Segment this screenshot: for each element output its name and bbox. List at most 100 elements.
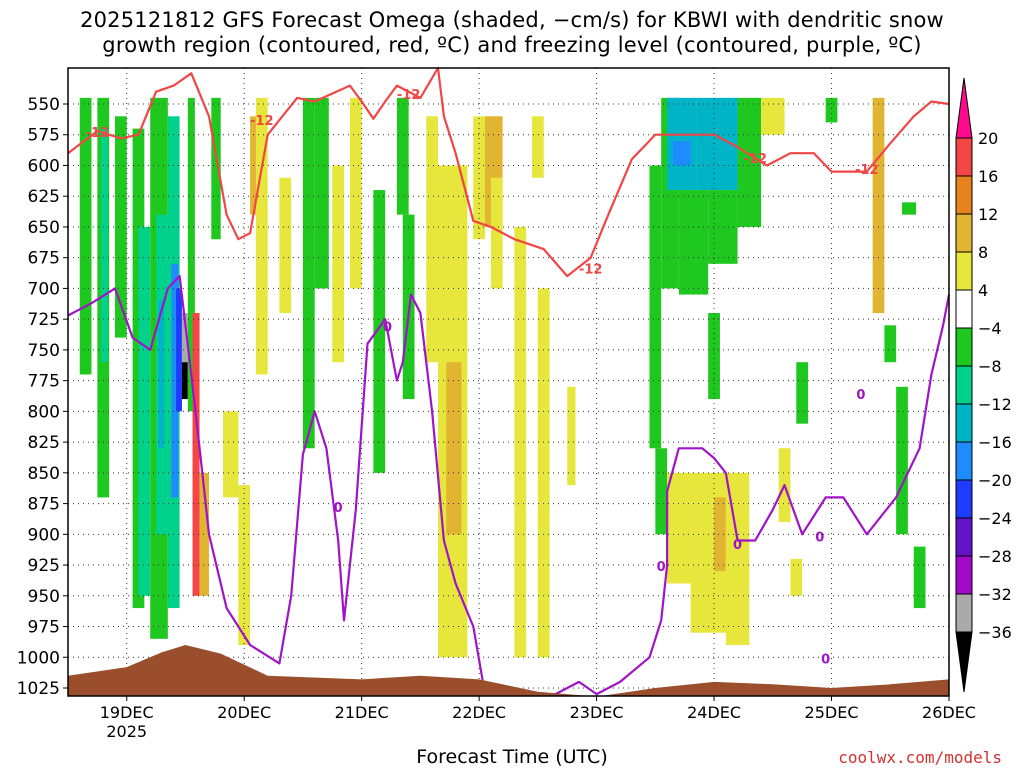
grid-layer	[68, 68, 949, 696]
axis-layer: 550 575 600 625 650 675 700 725 750 775 800 825 850 8…	[17, 67, 976, 741]
chart-title-line-2: growth region (contoured, red, ºC) and f…	[102, 33, 922, 57]
omega-cell	[473, 116, 486, 240]
omega-cell	[567, 386, 576, 486]
omega-cell	[373, 288, 386, 473]
colorbar-segment	[955, 631, 973, 693]
colorbar-label: 20	[978, 129, 998, 148]
colorbar-segment	[955, 327, 973, 367]
colorbar-label: −8	[978, 357, 1002, 376]
omega-cell	[514, 226, 527, 658]
omega-cell	[349, 97, 362, 289]
y-tick-label: 600	[28, 156, 60, 176]
omega-cell	[790, 558, 803, 596]
contour-layer: -12 -12 -12 -12 -12 -12 0 0 0 0 0 0 0	[67, 66, 951, 696]
x-tick-label: 26DEC	[922, 703, 976, 722]
omega-cell	[302, 97, 315, 449]
omega-cell	[896, 386, 908, 535]
omega-cell	[373, 190, 386, 289]
contour-label: 0	[856, 388, 865, 403]
omega-cell	[446, 362, 462, 535]
omega-cell	[279, 177, 292, 314]
omega-cell	[114, 116, 127, 338]
colorbar-label: −4	[978, 319, 1002, 338]
omega-cell	[187, 97, 195, 412]
omega-cell	[796, 362, 809, 424]
omega-cell	[158, 300, 165, 449]
colorbar-label: 16	[978, 167, 998, 186]
colorbar-segment	[955, 251, 973, 291]
y-tick-label: 1000	[17, 648, 60, 668]
colorbar-label: −36	[978, 623, 1012, 642]
omega-cell	[223, 411, 239, 498]
y-tick-label: 925	[28, 556, 60, 576]
y-tick-label: 975	[28, 618, 60, 638]
contour-label: -12	[855, 163, 879, 178]
colorbar-label: −24	[978, 509, 1012, 528]
colorbar-segment	[955, 213, 973, 253]
colorbar: 20 16 12 8 4 −4 −8 −12 −16 −20 −24 −28 −32 −36	[955, 77, 1012, 693]
colorbar-segment	[955, 77, 973, 139]
omega-cell	[211, 97, 221, 240]
omega-cell	[314, 97, 329, 289]
omega-cell	[199, 472, 209, 596]
terrain-layer	[68, 645, 949, 697]
omega-cell	[138, 226, 151, 596]
omega-cell	[255, 97, 268, 375]
x-tick-label: 20DEC	[217, 703, 271, 722]
omega-cell	[761, 97, 785, 135]
contour-label: 0	[733, 538, 742, 553]
dendritic-growth-contour	[67, 66, 950, 278]
omega-cell	[171, 263, 179, 498]
terrain-fill	[68, 645, 949, 697]
omega-cell	[181, 362, 188, 400]
colorbar-label: 12	[978, 205, 998, 224]
y-tick-label: 1025	[17, 679, 60, 699]
y-tick-label: 750	[28, 341, 60, 361]
contour-label: -12	[397, 88, 421, 103]
contour-label: 0	[821, 652, 830, 667]
y-tick-label: 850	[28, 464, 60, 484]
omega-cell	[649, 165, 662, 449]
contour-label: -12	[86, 126, 110, 141]
colorbar-segment	[955, 365, 973, 405]
x-tick-year-label: 2025	[106, 722, 147, 741]
x-tick-label: 21DEC	[335, 703, 389, 722]
credit-link[interactable]: coolwx.com/models	[838, 748, 1002, 767]
omega-cell	[678, 190, 709, 295]
y-tick-label: 825	[28, 433, 60, 453]
omega-cell	[672, 140, 691, 166]
x-tick-label: 22DEC	[452, 703, 506, 722]
y-tick-label: 950	[28, 587, 60, 607]
colorbar-label: 8	[978, 243, 988, 262]
omega-cell	[737, 97, 762, 227]
x-tick-label: 23DEC	[570, 703, 624, 722]
plot-frame	[67, 67, 950, 697]
colorbar-label: −16	[978, 433, 1012, 452]
colorbar-segment	[955, 517, 973, 557]
omega-shading-layer	[79, 97, 926, 658]
omega-cell	[426, 116, 439, 363]
colorbar-label: −32	[978, 585, 1012, 604]
omega-cell	[100, 128, 108, 363]
omega-cell	[655, 448, 668, 535]
colorbar-label: −28	[978, 547, 1012, 566]
colorbar-segment	[955, 441, 973, 481]
omega-cell	[884, 325, 897, 363]
omega-cell	[902, 202, 917, 215]
omega-cell	[79, 97, 92, 375]
y-tick-label: 625	[28, 187, 60, 207]
contour-label: 0	[815, 531, 824, 546]
omega-cell	[714, 497, 726, 572]
colorbar-label: 4	[978, 281, 988, 300]
colorbar-segment	[955, 137, 973, 177]
colorbar-segment	[955, 593, 973, 633]
colorbar-segment	[955, 555, 973, 595]
y-tick-label: 800	[28, 402, 60, 422]
colorbar-segment	[955, 175, 973, 215]
contour-label: -12	[743, 152, 767, 167]
omega-cell	[913, 546, 926, 609]
x-tick-label: 19DEC	[100, 703, 154, 722]
omega-cell	[825, 97, 838, 123]
